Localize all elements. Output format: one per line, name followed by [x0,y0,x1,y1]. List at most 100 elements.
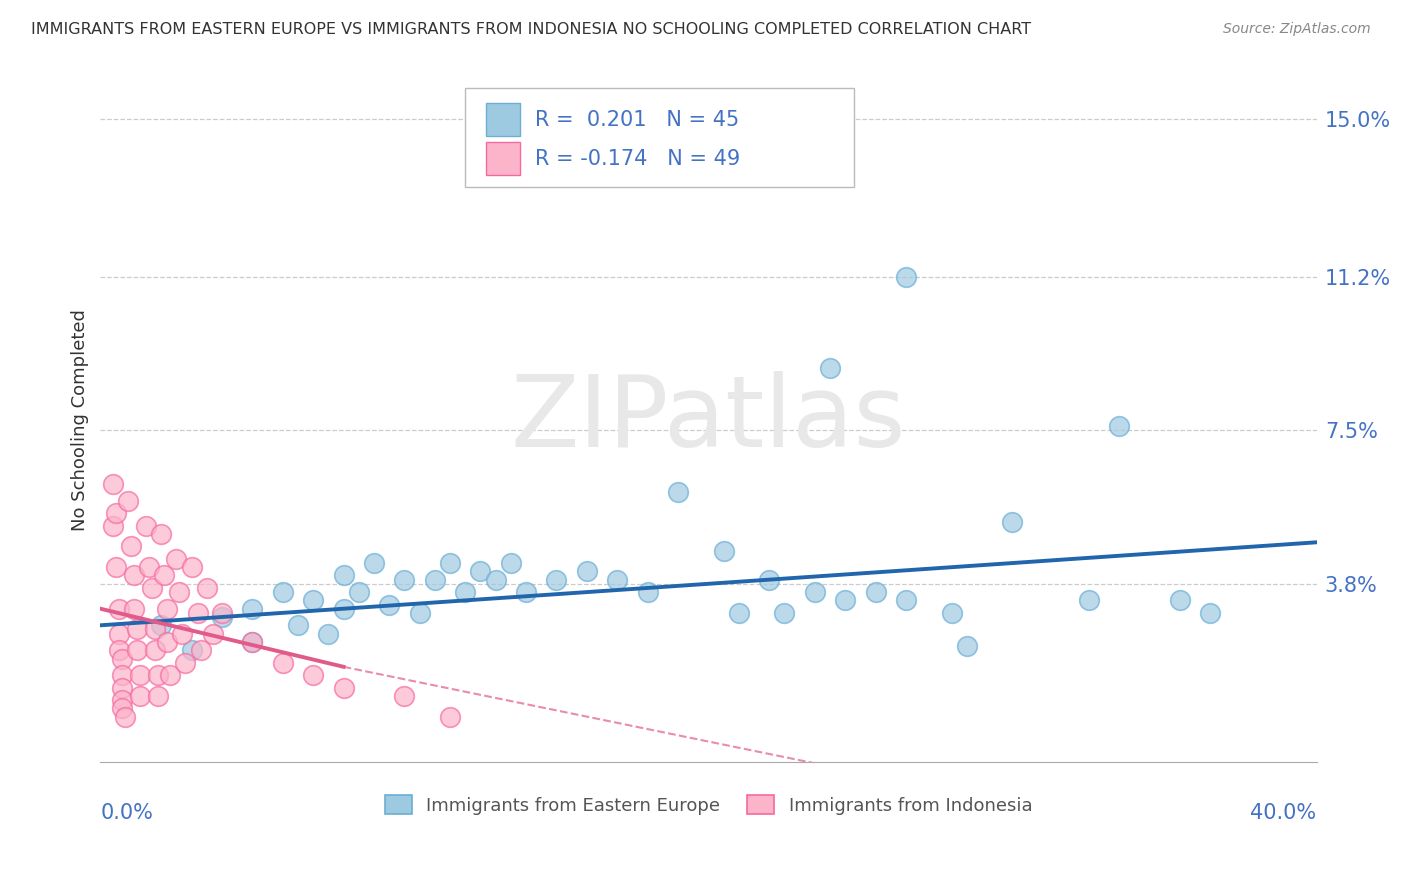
Point [111,701,134,715]
Point [394,573,416,587]
Point [169,585,191,599]
Point [818,361,841,376]
Point [1001,515,1024,529]
Text: R = -0.174   N = 49: R = -0.174 N = 49 [534,149,740,169]
Point [201,626,224,640]
Point [318,626,340,640]
Text: ZIPatlas: ZIPatlas [510,371,907,468]
Point [1199,606,1222,620]
Point [423,573,446,587]
Point [804,585,827,599]
Point [454,585,477,599]
Point [146,668,169,682]
Point [165,552,187,566]
Point [637,585,659,599]
Point [546,573,568,587]
Point [1108,419,1130,434]
Text: 40.0%: 40.0% [1250,804,1316,823]
Point [159,668,181,682]
Point [1077,593,1099,607]
Text: 0.0%: 0.0% [100,804,153,823]
Point [143,623,166,637]
Point [302,593,325,607]
Point [439,709,461,723]
Point [111,668,134,682]
Point [150,618,173,632]
Point [195,581,218,595]
Point [111,693,134,707]
Point [101,477,124,491]
Point [122,568,145,582]
Text: Source: ZipAtlas.com: Source: ZipAtlas.com [1223,22,1371,37]
Point [894,593,917,607]
Point [240,635,263,649]
Point [128,689,150,703]
Point [125,623,148,637]
Point [138,560,160,574]
Point [156,635,179,649]
Y-axis label: No Schooling Completed: No Schooling Completed [72,309,89,531]
Point [332,568,354,582]
Point [758,573,780,587]
Point [834,593,856,607]
Point [865,585,887,599]
Point [394,689,416,703]
Point [190,643,212,657]
Point [101,518,124,533]
Point [114,709,136,723]
Point [180,643,202,657]
Point [302,668,325,682]
Point [332,601,354,615]
FancyBboxPatch shape [465,87,855,187]
Point [107,643,129,657]
Point [153,568,176,582]
Point [378,598,401,612]
Point [125,643,148,657]
Point [894,269,917,284]
Legend: Immigrants from Eastern Europe, Immigrants from Indonesia: Immigrants from Eastern Europe, Immigran… [377,788,1039,822]
Point [271,656,294,670]
Point [187,606,209,620]
FancyBboxPatch shape [486,103,520,136]
Point [104,560,127,574]
Point [172,626,194,640]
Point [211,610,233,624]
Point [515,585,537,599]
Point [666,485,689,500]
FancyBboxPatch shape [486,142,520,175]
Point [111,681,134,695]
Point [117,493,139,508]
Point [128,668,150,682]
Point [575,565,598,579]
Point [941,606,963,620]
Text: IMMIGRANTS FROM EASTERN EUROPE VS IMMIGRANTS FROM INDONESIA NO SCHOOLING COMPLET: IMMIGRANTS FROM EASTERN EUROPE VS IMMIGR… [31,22,1031,37]
Point [606,573,628,587]
Point [1168,593,1191,607]
Text: R =  0.201   N = 45: R = 0.201 N = 45 [534,110,738,130]
Point [135,518,157,533]
Point [122,601,145,615]
Point [484,573,506,587]
Point [174,656,197,670]
Point [470,565,492,579]
Point [773,606,796,620]
Point [111,651,134,665]
Point [120,540,142,554]
Point [104,506,127,520]
Point [240,601,263,615]
Point [107,626,129,640]
Point [347,585,370,599]
Point [271,585,294,599]
Point [156,601,179,615]
Point [713,543,735,558]
Point [956,639,979,653]
Point [499,556,522,570]
Point [146,689,169,703]
Point [211,606,233,620]
Point [287,618,309,632]
Point [143,643,166,657]
Point [107,601,129,615]
Point [150,527,173,541]
Point [240,635,263,649]
Point [363,556,385,570]
